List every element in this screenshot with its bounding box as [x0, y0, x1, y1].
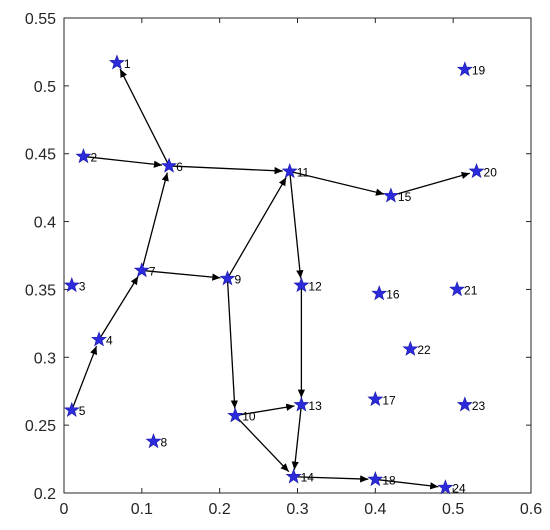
node-label-11: 11: [297, 165, 310, 179]
node-label-17: 17: [382, 393, 396, 407]
node-label-21: 21: [464, 283, 478, 297]
node-star-12: [293, 276, 310, 293]
node-star-21: [449, 281, 466, 297]
node-label-15: 15: [398, 190, 412, 204]
node-star-24: [437, 479, 454, 495]
node-label-1: 1: [124, 57, 131, 71]
node-star-3: [63, 276, 80, 293]
node-star-15: [382, 187, 399, 203]
node-star-6: [161, 157, 178, 173]
edge-arrow-4-7: [98, 276, 139, 340]
x-tick-label: 0.6: [520, 501, 542, 518]
edge-arrow-7-6: [141, 172, 169, 271]
node-star-1: [108, 54, 125, 70]
x-tick-label: 0.1: [131, 501, 153, 518]
edge-arrow-15-20: [390, 172, 470, 197]
y-tick-label: 0.2: [34, 486, 56, 503]
y-tick-label: 0.4: [34, 215, 56, 232]
node-label-16: 16: [386, 288, 400, 302]
node-label-10: 10: [242, 410, 256, 424]
edge-arrow-10-14: [234, 415, 290, 473]
node-label-23: 23: [472, 399, 486, 413]
x-tick-label: 0.2: [209, 501, 231, 518]
node-star-14: [285, 468, 302, 484]
edge-arrow-11-15: [289, 170, 385, 196]
y-tick-label: 0.3: [34, 350, 56, 367]
node-star-20: [468, 162, 485, 179]
edge-arrow-7-9: [141, 269, 221, 281]
node-label-6: 6: [176, 160, 183, 174]
edge-arrow-6-1: [119, 68, 170, 167]
node-label-8: 8: [161, 435, 168, 449]
edge-arrow-11-12: [289, 171, 304, 279]
node-label-18: 18: [382, 473, 396, 487]
node-label-19: 19: [472, 64, 486, 78]
node-star-9: [219, 270, 236, 286]
edge-arrow-9-10: [226, 278, 239, 409]
node-label-14: 14: [301, 471, 315, 485]
node-star-19: [456, 61, 473, 77]
x-tick-label: 0.3: [286, 501, 308, 518]
edge-arrow-6-11: [169, 165, 283, 175]
node-label-2: 2: [90, 150, 97, 164]
edge-arrow-5-4: [71, 345, 98, 411]
node-star-22: [402, 340, 419, 356]
x-tick-label: 0.5: [442, 501, 464, 518]
node-star-17: [367, 390, 384, 407]
edge-arrow-18-24: [375, 478, 439, 490]
x-tick-label: 0: [60, 501, 69, 518]
node-star-4: [91, 331, 107, 347]
y-tick-label: 0.45: [25, 147, 56, 164]
node-star-11: [281, 162, 298, 179]
node-star-7: [133, 262, 150, 278]
x-tick-label: 0.4: [364, 501, 386, 518]
y-tick-label: 0.35: [25, 282, 56, 299]
axes: 0 0.1 0.2 0.3 0.4 0.5 0.6 0.2 0.25 0.3 0.35 0.4 0.45…: [25, 11, 542, 518]
edge-arrow-2-6: [83, 155, 163, 168]
node-label-5: 5: [79, 404, 86, 418]
node-label-4: 4: [106, 334, 113, 348]
node-star-16: [371, 285, 388, 301]
y-tick-label: 0.5: [34, 79, 56, 96]
node-label-13: 13: [308, 399, 322, 413]
node-label-12: 12: [308, 279, 322, 293]
edge-arrow-14-18: [293, 475, 369, 483]
node-label-3: 3: [79, 279, 86, 293]
node-star-13: [293, 396, 310, 412]
node-star-23: [456, 396, 473, 412]
y-tick-label: 0.55: [25, 11, 56, 28]
node-star-10: [227, 407, 244, 423]
y-tick-label: 0.25: [25, 418, 56, 435]
plot-frame: [63, 17, 532, 494]
node-label-20: 20: [484, 165, 498, 179]
edge-arrow-10-13: [235, 403, 295, 417]
node-star-5: [63, 401, 80, 417]
node-label-22: 22: [417, 343, 431, 357]
edge-arrow-13-14: [291, 404, 303, 470]
node-label-24: 24: [452, 482, 466, 496]
node-star-18: [367, 471, 384, 487]
edge-arrow-9-11: [226, 177, 287, 279]
node-star-2: [75, 148, 92, 164]
edges-layer: [71, 68, 470, 490]
node-label-7: 7: [149, 264, 156, 278]
node-label-9: 9: [234, 273, 241, 287]
node-star-8: [145, 433, 162, 449]
